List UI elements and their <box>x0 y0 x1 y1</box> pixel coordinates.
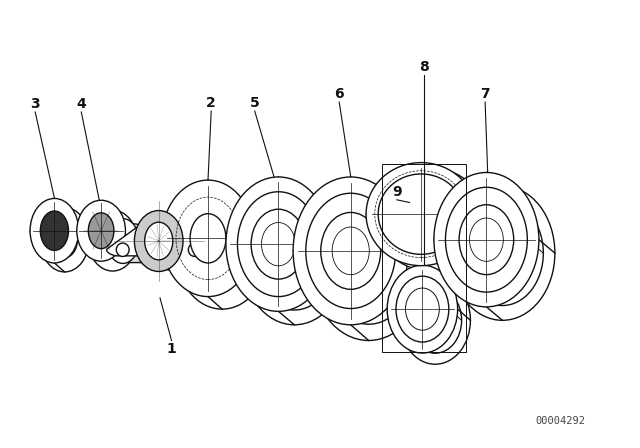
Ellipse shape <box>226 177 331 311</box>
Ellipse shape <box>107 219 139 263</box>
Ellipse shape <box>321 212 381 289</box>
Text: 8: 8 <box>419 60 429 74</box>
Ellipse shape <box>40 211 68 250</box>
Ellipse shape <box>400 276 470 364</box>
Text: 3: 3 <box>30 97 40 111</box>
Ellipse shape <box>188 243 201 256</box>
Ellipse shape <box>434 172 539 307</box>
Ellipse shape <box>406 288 439 330</box>
Ellipse shape <box>88 213 114 249</box>
Ellipse shape <box>459 205 514 275</box>
Ellipse shape <box>116 243 129 256</box>
Text: 6: 6 <box>334 87 344 101</box>
Ellipse shape <box>251 209 306 279</box>
Ellipse shape <box>396 276 449 342</box>
Ellipse shape <box>378 174 464 254</box>
Ellipse shape <box>145 222 173 260</box>
Ellipse shape <box>154 225 186 270</box>
Ellipse shape <box>339 228 399 305</box>
Ellipse shape <box>445 187 527 292</box>
Ellipse shape <box>306 193 396 309</box>
Ellipse shape <box>88 210 137 271</box>
Ellipse shape <box>470 218 503 261</box>
Ellipse shape <box>52 222 77 258</box>
Ellipse shape <box>461 201 543 306</box>
Ellipse shape <box>176 193 268 309</box>
Text: 1: 1 <box>166 341 177 356</box>
Ellipse shape <box>332 227 369 275</box>
Ellipse shape <box>262 223 295 266</box>
Text: 4: 4 <box>76 97 86 111</box>
Ellipse shape <box>388 179 474 260</box>
Ellipse shape <box>77 200 125 261</box>
Ellipse shape <box>30 198 79 263</box>
Text: 2: 2 <box>206 96 216 110</box>
Ellipse shape <box>190 214 226 263</box>
Ellipse shape <box>134 211 183 271</box>
Ellipse shape <box>237 192 319 297</box>
Ellipse shape <box>242 190 347 325</box>
Ellipse shape <box>267 223 322 293</box>
Ellipse shape <box>387 265 458 353</box>
Ellipse shape <box>101 225 124 256</box>
Polygon shape <box>118 224 222 263</box>
Text: 9: 9 <box>392 185 402 199</box>
Ellipse shape <box>311 193 426 340</box>
Polygon shape <box>107 217 211 256</box>
Ellipse shape <box>152 217 165 230</box>
Ellipse shape <box>376 168 486 271</box>
Ellipse shape <box>475 218 530 288</box>
Text: 00004292: 00004292 <box>535 417 585 426</box>
Text: 7: 7 <box>480 87 490 101</box>
Ellipse shape <box>253 205 335 310</box>
Ellipse shape <box>293 177 408 325</box>
Ellipse shape <box>366 163 476 266</box>
Ellipse shape <box>450 186 555 320</box>
Ellipse shape <box>162 180 254 297</box>
Ellipse shape <box>409 288 461 353</box>
Text: 5: 5 <box>250 96 260 110</box>
Ellipse shape <box>324 209 413 324</box>
Ellipse shape <box>40 207 89 272</box>
